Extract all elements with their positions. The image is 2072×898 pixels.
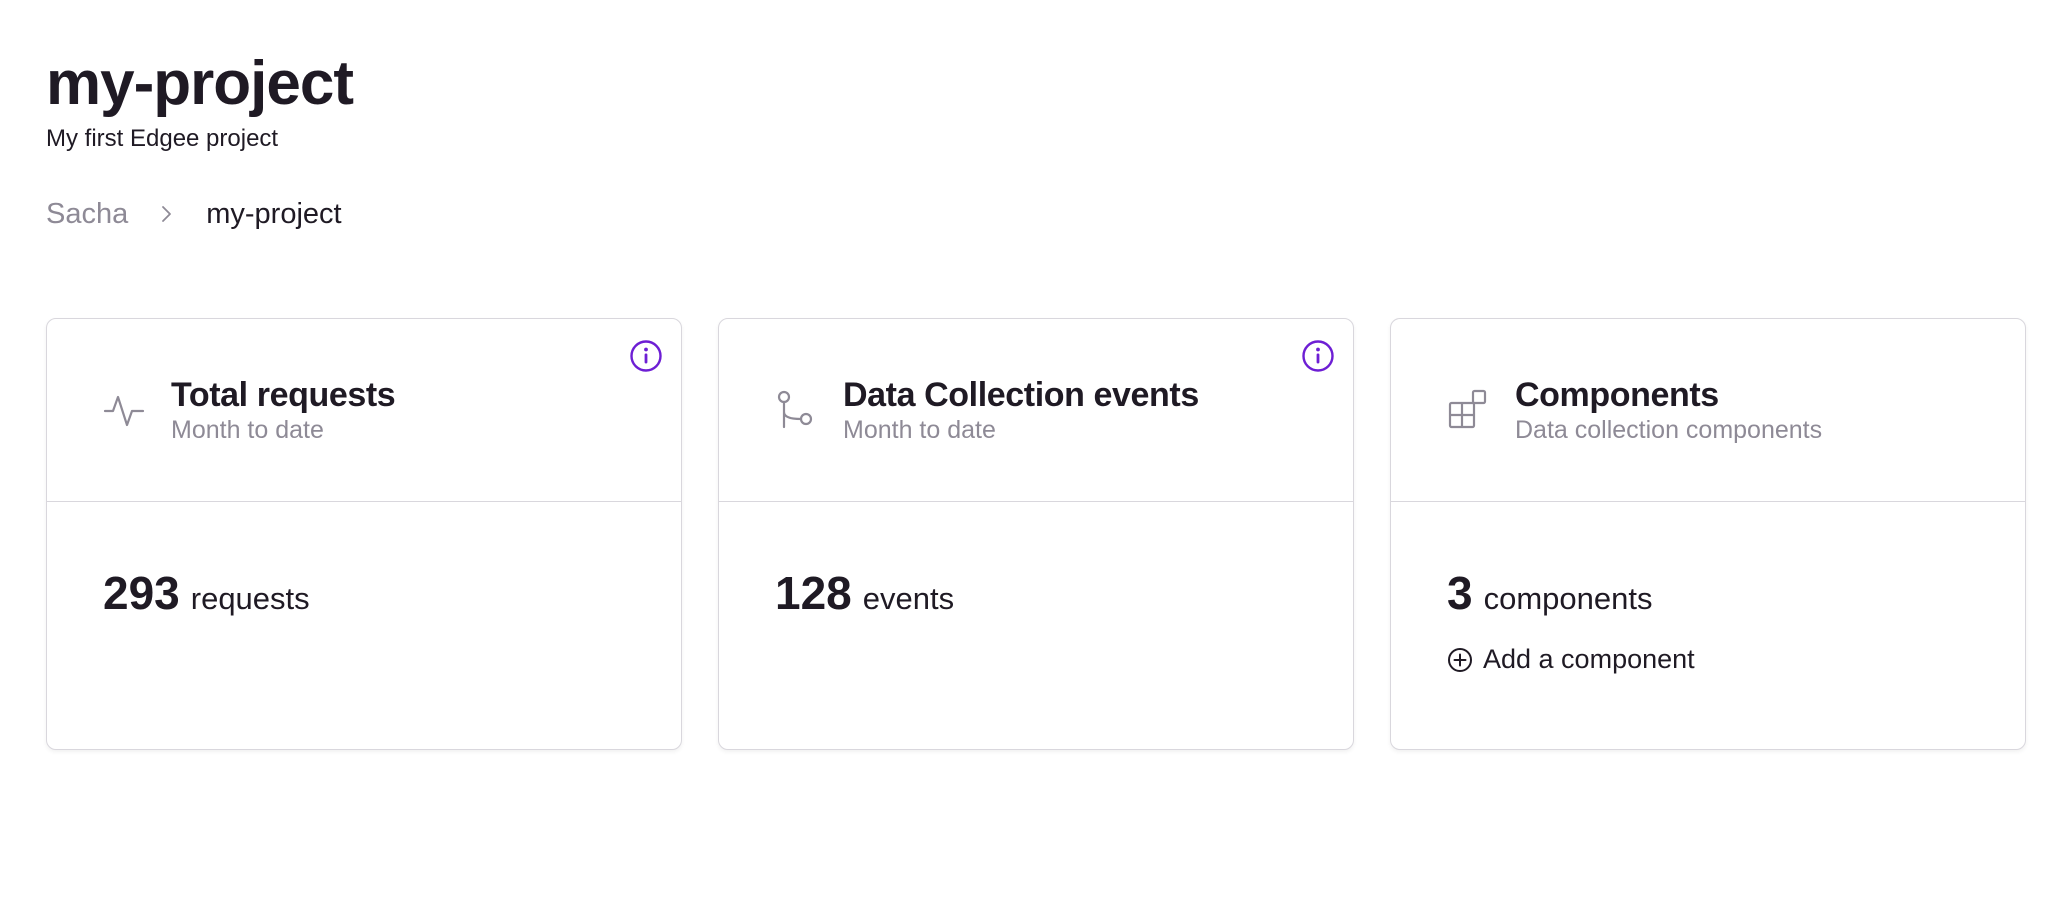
- card-heading: Data Collection events Month to date: [843, 375, 1199, 445]
- metric-value: 128: [775, 567, 852, 619]
- page-title: my-project: [46, 49, 354, 118]
- add-component-label: Add a component: [1483, 644, 1695, 674]
- info-icon[interactable]: [629, 339, 663, 373]
- plus-circle-icon: [1448, 647, 1472, 672]
- metric-unit: requests: [190, 581, 310, 616]
- git-branch-icon: [775, 389, 817, 431]
- stats-cards: Total requests Month to date 293 request…: [46, 318, 2026, 750]
- card-subtitle: Data collection components: [1515, 416, 1823, 444]
- info-icon[interactable]: [1301, 339, 1335, 373]
- chevron-right-icon: [151, 204, 183, 224]
- components-icon: [1447, 389, 1489, 431]
- metric: 128 events: [775, 566, 1353, 620]
- metric-unit: components: [1483, 581, 1653, 616]
- card-header: Data Collection events Month to date: [719, 319, 1353, 502]
- metric-value: 293: [103, 567, 180, 619]
- page-header: my-project My first Edgee project: [46, 0, 2026, 154]
- card-header: Total requests Month to date: [47, 319, 681, 502]
- page-subtitle: My first Edgee project: [46, 125, 279, 152]
- metric: 3 components: [1447, 566, 2025, 620]
- card-title: Total requests: [171, 376, 396, 414]
- card-data-collection-events: Data Collection events Month to date 128…: [718, 318, 1354, 750]
- metric-value: 3: [1447, 567, 1473, 619]
- card-header: Components Data collection components: [1391, 319, 2025, 502]
- card-title: Data Collection events: [843, 376, 1199, 414]
- card-title: Components: [1515, 376, 1719, 414]
- card-heading: Total requests Month to date: [171, 375, 396, 445]
- card-body: 293 requests: [47, 502, 681, 620]
- card-heading: Components Data collection components: [1515, 375, 1822, 445]
- card-subtitle: Month to date: [843, 416, 996, 444]
- metric-unit: events: [862, 581, 955, 616]
- add-component-button[interactable]: Add a component: [1447, 644, 2025, 675]
- card-total-requests: Total requests Month to date 293 request…: [46, 318, 682, 750]
- activity-icon: [103, 389, 145, 431]
- metric: 293 requests: [103, 566, 681, 620]
- breadcrumb-item-parent[interactable]: Sacha: [46, 197, 129, 230]
- card-components: Components Data collection components 3 …: [1390, 318, 2026, 750]
- breadcrumb-item-current: my-project: [206, 197, 342, 230]
- card-body: 3 components Add a component: [1391, 502, 2025, 675]
- card-body: 128 events: [719, 502, 1353, 620]
- card-subtitle: Month to date: [171, 416, 324, 444]
- breadcrumb: Sacha my-project: [46, 194, 2026, 234]
